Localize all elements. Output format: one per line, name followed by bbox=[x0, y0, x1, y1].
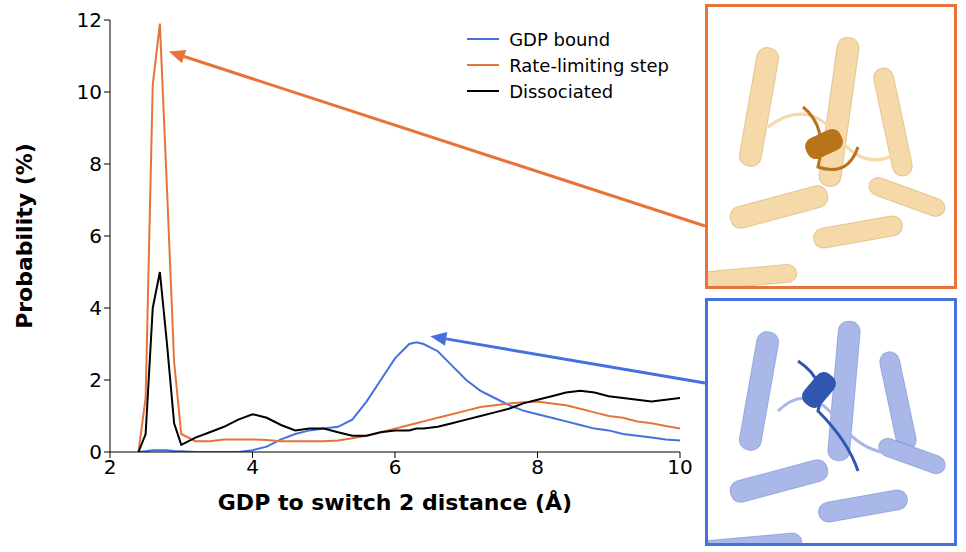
svg-text:6: 6 bbox=[389, 455, 402, 479]
svg-text:12: 12 bbox=[77, 8, 102, 32]
svg-text:4: 4 bbox=[89, 296, 102, 320]
svg-text:8: 8 bbox=[531, 455, 544, 479]
svg-text:2: 2 bbox=[89, 368, 102, 392]
svg-text:2: 2 bbox=[104, 455, 117, 479]
svg-text:10: 10 bbox=[77, 80, 102, 104]
svg-text:GDP to switch 2 distance (Å): GDP to switch 2 distance (Å) bbox=[218, 490, 572, 515]
html-text:Rate-limiting step: Rate-limiting step bbox=[509, 54, 669, 76]
svg-text:6: 6 bbox=[89, 224, 102, 248]
svg-text:8: 8 bbox=[89, 152, 102, 176]
html-text:Dissociated: Dissociated bbox=[509, 80, 614, 102]
svg-text:0: 0 bbox=[89, 440, 102, 464]
svg-text:10: 10 bbox=[667, 455, 692, 479]
html-text:GDP bound: GDP bound bbox=[509, 28, 611, 50]
svg-text:Probability (%): Probability (%) bbox=[12, 143, 37, 329]
svg-text:4: 4 bbox=[246, 455, 259, 479]
